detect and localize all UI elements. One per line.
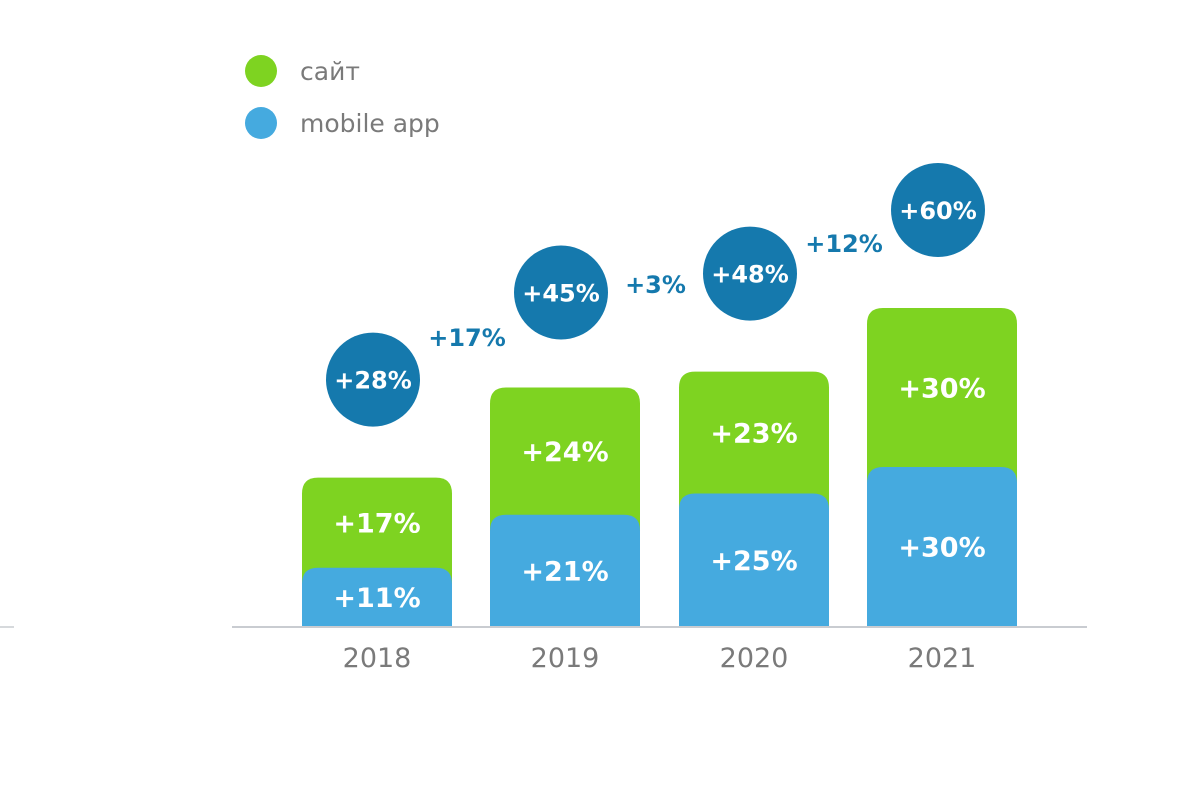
totals-bubbles-layer: +28% +45% +48% +60% — [326, 163, 985, 427]
x-tick-2021: 2021 — [908, 643, 977, 674]
bars-layer: +17% +11% +24% +21% +23% +25% +30% +30% — [302, 308, 1017, 626]
bar-mobile-app-2018 — [302, 567, 452, 626]
label-mobile-app-2019: +21% — [521, 556, 608, 587]
total-bubble-2021 — [891, 163, 985, 257]
total-bubble-2019 — [514, 245, 608, 340]
bar-mobile-app-2019 — [490, 514, 640, 626]
total-label-2018: +28% — [334, 367, 412, 395]
legend: сайт mobile app — [245, 55, 440, 139]
x-tick-2020: 2020 — [720, 643, 789, 674]
x-tick-2019: 2019 — [531, 643, 600, 674]
change-label-2020-2021: +12% — [805, 230, 883, 258]
legend-swatch-sajt — [245, 55, 277, 87]
total-label-2019: +45% — [522, 280, 600, 308]
change-labels-layer: +17% +3% +12% — [428, 230, 883, 352]
total-bubble-2020 — [703, 226, 797, 321]
label-sajt-2020: +23% — [710, 419, 797, 450]
change-label-2019-2020: +3% — [625, 271, 686, 299]
x-tick-2018: 2018 — [343, 643, 412, 674]
total-label-2021: +60% — [899, 197, 977, 225]
x-axis-tick-labels: 2018 2019 2020 2021 — [343, 643, 977, 674]
bar-mobile-app-2020 — [679, 493, 829, 626]
label-mobile-app-2018: +11% — [333, 583, 420, 614]
legend-swatch-mobile-app — [245, 107, 277, 139]
total-label-2020: +48% — [711, 261, 789, 289]
label-mobile-app-2021: +30% — [898, 533, 985, 564]
label-sajt-2018: +17% — [333, 509, 420, 540]
total-bubble-2018 — [326, 332, 420, 427]
label-sajt-2021: +30% — [898, 374, 985, 405]
label-mobile-app-2020: +25% — [710, 546, 797, 577]
legend-label-mobile-app: mobile app — [300, 109, 440, 138]
bar-mobile-app-2021 — [867, 467, 1017, 626]
legend-label-sajt: сайт — [300, 57, 360, 86]
label-sajt-2019: +24% — [521, 437, 608, 468]
change-label-2018-2019: +17% — [428, 324, 506, 352]
